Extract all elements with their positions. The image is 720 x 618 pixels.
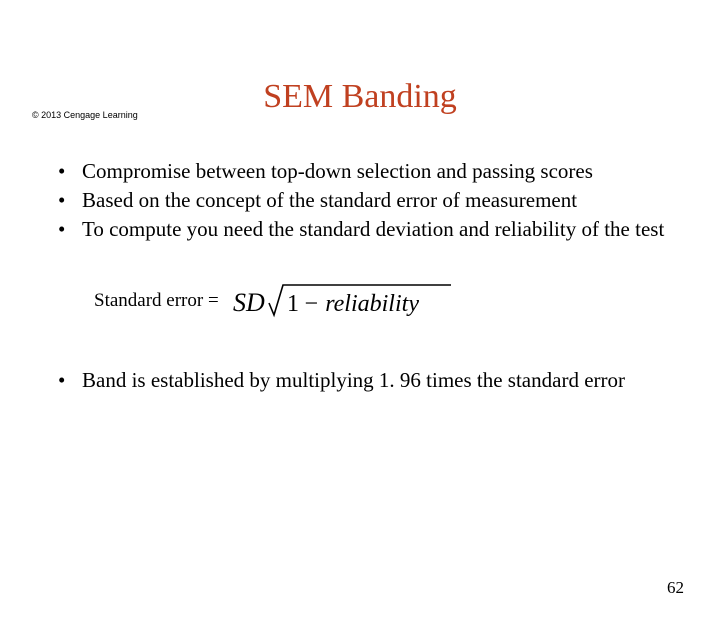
- bullet-list-bottom: Band is established by multiplying 1. 96…: [58, 367, 680, 394]
- formula-row: Standard error = SD 1−reliability: [94, 279, 720, 323]
- formula-svg: SD 1−reliability: [233, 279, 453, 323]
- formula-radicand: 1−reliability: [287, 291, 419, 317]
- page-number: 62: [667, 578, 684, 598]
- copyright-text: © 2013 Cengage Learning: [32, 110, 138, 120]
- list-item: Based on the concept of the standard err…: [58, 187, 680, 214]
- formula-label: Standard error =: [94, 290, 219, 312]
- list-item: To compute you need the standard deviati…: [58, 216, 680, 243]
- formula-sd: SD: [233, 288, 265, 317]
- list-item: Band is established by multiplying 1. 96…: [58, 367, 680, 394]
- list-item: Compromise between top-down selection an…: [58, 158, 680, 185]
- bullet-list-top: Compromise between top-down selection an…: [58, 158, 680, 243]
